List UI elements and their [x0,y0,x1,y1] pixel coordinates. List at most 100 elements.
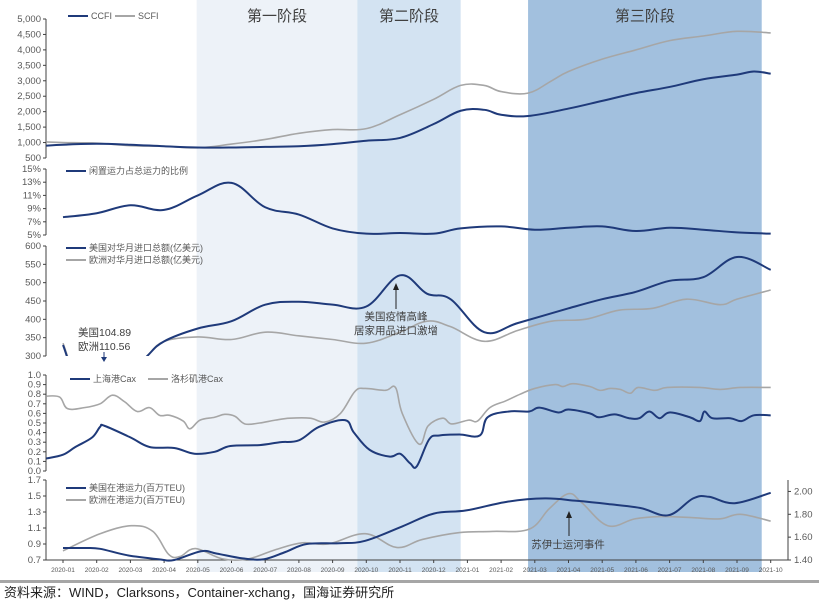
series-line [46,382,771,445]
x-tick-label: 2020-09 [321,567,345,574]
arrow-up-icon [566,511,572,518]
legend-label: 上海港Cax [93,373,137,384]
x-tick-label: 2020-02 [85,567,109,574]
legend-label: CCFI [91,11,112,21]
y-tick-label: 4,500 [17,29,41,40]
y-tick-label: 0.7 [28,555,41,566]
x-tick-label: 2020-11 [388,567,412,574]
y-tick-label: 1,500 [17,122,41,133]
y-tick-label: 1.5 [28,491,41,502]
y-tick-label: 5,000 [17,14,41,25]
stage-label: 第二阶段 [379,7,439,25]
stage-region [357,0,461,572]
y-tick-label: 1,000 [17,138,41,149]
x-tick-label: 2021-08 [691,567,715,574]
panel-2-lines [62,181,771,235]
annotation-text: 欧洲110.56 [78,341,130,353]
y-tick-label: 0.5 [28,418,41,429]
x-tick-label: 2020-06 [220,567,244,574]
x-tick-label: 2021-06 [624,567,648,574]
y-tick-label: 0.8 [28,389,41,400]
y-tick-label: 500 [25,153,41,164]
y-tick-label: 15% [22,164,42,175]
y-tick-label: 350 [25,333,41,344]
y2-tick-label: 1.60 [794,532,813,543]
legends: CCFI SCFI 闲置运力占总运力的比例美国对华月进口总额(亿美元)欧洲对华月进口… [66,11,224,505]
y-tick-label: 3,000 [17,76,41,87]
x-tick-label: 2021-02 [489,567,513,574]
source-note: 资料来源：WIND，Clarksons，Container-xchang，国海证… [4,585,394,600]
legend-label: 美国在港运力(百万TEU) [89,482,185,493]
annotation-text: 居家用品进口激增 [354,324,438,337]
y-tick-label: 0.9 [28,539,41,550]
arrow-down-icon [101,357,107,362]
panel-1-lines [46,30,771,149]
annotation-feb-imports: 美国104.89 欧洲110.56 [78,326,131,362]
y-tick-label: 0.3 [28,437,41,448]
x-tick-label: 2020-07 [253,567,277,574]
y-tick-label: 0.4 [28,428,41,439]
y-tick-label: 0.9 [28,380,41,391]
annotation-text: 美国疫情高峰 [365,310,428,323]
legend-label: 美国对华月进口总额(亿美元) [89,242,203,253]
x-tick-label: 2021-07 [658,567,682,574]
y-tick-label: 1.3 [28,507,41,518]
stage-shading: 第一阶段 第二阶段 第三阶段 [196,0,762,572]
x-tick-label: 2020-01 [51,567,75,574]
x-tick-label: 2021-10 [759,567,783,574]
y-tick-label: 11% [23,190,42,201]
annotation-us-peak: 美国疫情高峰 居家用品进口激增 [354,283,438,337]
series-lines [46,30,772,562]
y-tick-label: 0.2 [28,447,41,458]
y-tick-label: 1.7 [28,475,41,486]
legend-label: 闲置运力占总运力的比例 [89,165,188,176]
y-tick-label: 13% [22,177,42,188]
y-tick-label: 0.1 [28,456,41,467]
legend-label: 欧洲在港运力(百万TEU) [89,494,185,505]
stage-region [528,0,762,572]
annotation-text: 苏伊士运河事件 [531,538,605,551]
series-line [62,492,771,561]
y-tick-label: 500 [25,278,41,289]
x-tick-label: 2020-12 [422,567,446,574]
series-line [62,181,771,235]
y-tick-label: 1.0 [28,370,41,381]
annotation-suez: 苏伊士运河事件 [531,511,605,551]
series-line [62,255,772,356]
y-tick-label: 7% [27,217,41,228]
x-tick-label: 2021-09 [725,567,749,574]
y-tick-label: 0.6 [28,408,41,419]
legend-label: 欧洲对华月进口总额(亿美元) [89,254,203,265]
legend-label: 洛杉矶港Cax [171,373,224,384]
x-tick-label: 2020-10 [354,567,378,574]
y-tick-label: 3,500 [17,60,41,71]
y-tick-label: 9% [27,204,41,215]
y-tick-label: 4,000 [17,45,41,56]
stage-label: 第一阶段 [247,7,307,25]
x-tick-label: 2020-05 [186,567,210,574]
y-tick-label: 0.0 [28,466,41,477]
y-tick-label: 400 [25,314,41,325]
panel-5-lines [62,491,771,562]
series-line [46,406,771,469]
legend-label: SCFI [138,11,159,21]
source-divider [0,580,819,583]
y-tick-label: 300 [25,351,41,362]
y-tick-label: 600 [25,241,41,252]
y2-tick-label: 2.00 [794,486,813,497]
series-line [46,70,771,149]
panel-3-lines [62,255,772,356]
x-tick-label: 2021-03 [523,567,547,574]
y-tick-label: 1.1 [28,523,41,534]
panel-4-lines [46,382,771,469]
x-tick-label: 2021-05 [590,567,614,574]
stage-region [196,0,358,572]
axes: 500 1,000 1,500 2,000 2,500 3,000 3,500 4,000 4,… [17,14,812,574]
y-tick-label: 2,500 [17,91,41,102]
x-tick-label: 2020-08 [287,567,311,574]
y-tick-label: 0.7 [28,399,41,410]
x-tick-label: 2020-04 [152,567,176,574]
y-tick-label: 5% [27,230,41,241]
x-tick-label: 2021-04 [557,567,581,574]
